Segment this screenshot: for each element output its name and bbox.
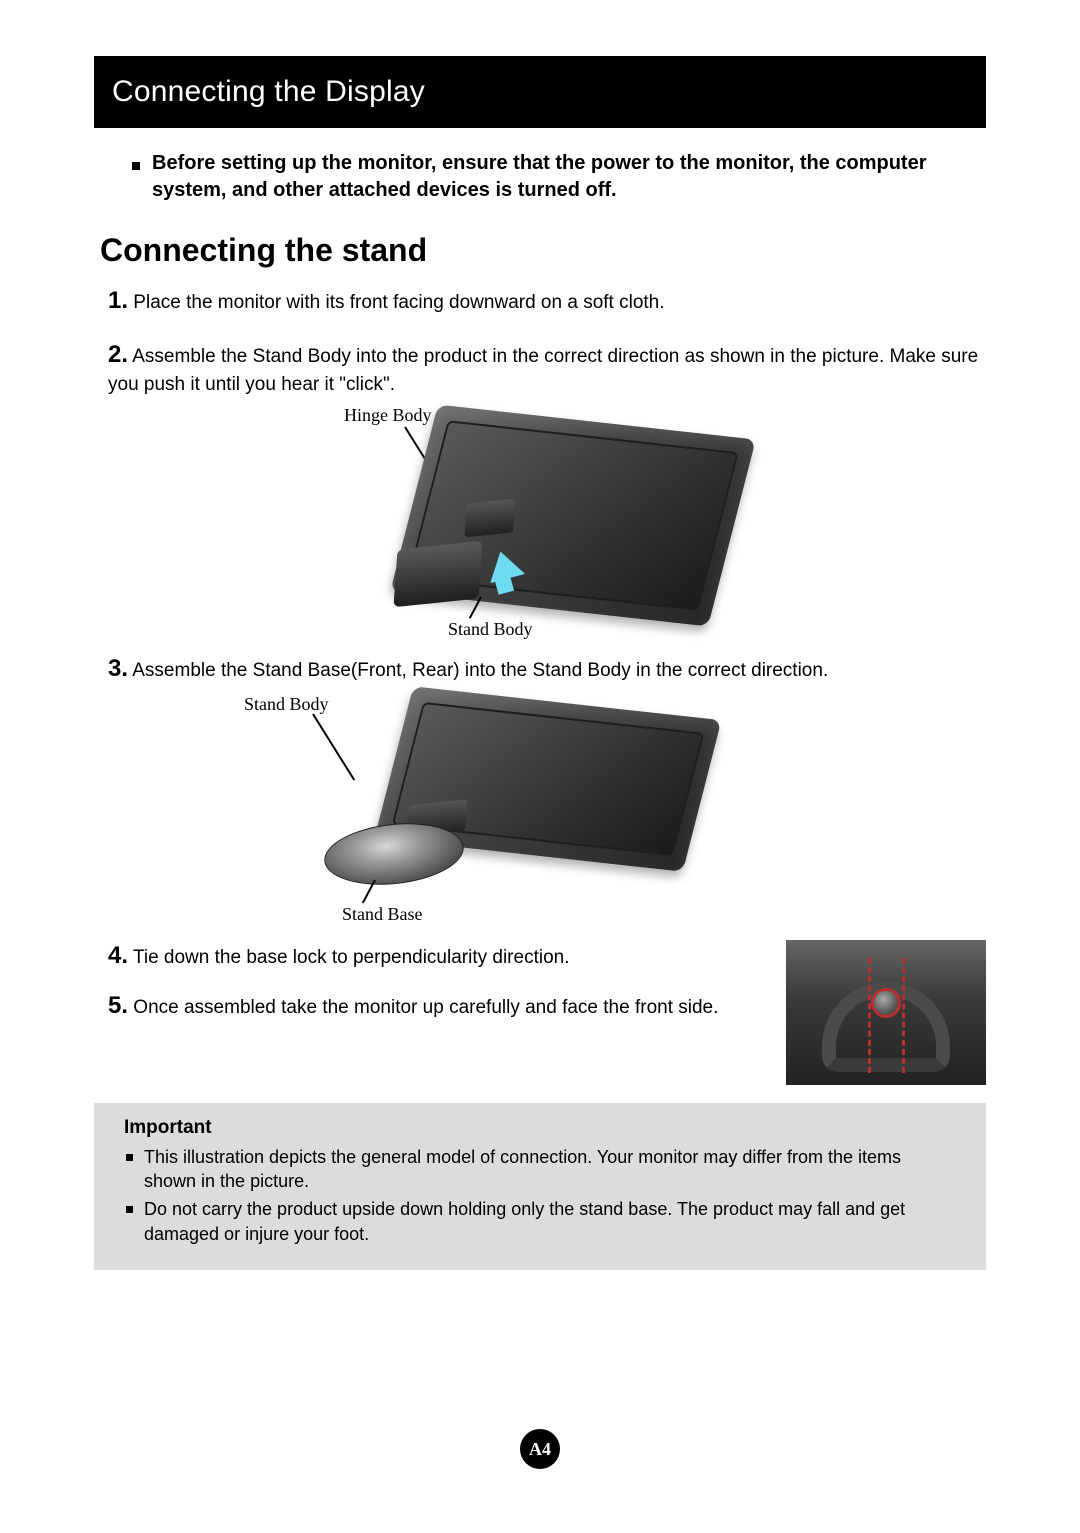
page-number-badge: A4: [520, 1429, 560, 1469]
step-number: 4.: [108, 942, 128, 969]
figure-stand-body: Hinge Body Stand Body: [248, 405, 808, 635]
important-item: Do not carry the product upside down hol…: [124, 1197, 956, 1246]
important-item: This illustration depicts the general mo…: [124, 1145, 956, 1194]
step-number: 1.: [108, 287, 128, 314]
steps-4-5-row: 4. Tie down the base lock to perpendicul…: [108, 940, 986, 1085]
step-number: 3.: [108, 655, 128, 682]
dashed-guide-line: [902, 958, 905, 1073]
figure-base-lock: [786, 940, 986, 1085]
bullet-icon: [132, 162, 140, 170]
page-content: Before setting up the monitor, ensure th…: [94, 128, 986, 1270]
step-number: 5.: [108, 992, 128, 1019]
callout-stand-base: Stand Base: [342, 904, 423, 925]
step-2: 2. Assemble the Stand Body into the prod…: [108, 339, 986, 397]
step-text: Assemble the Stand Body into the product…: [108, 346, 978, 394]
step-4: 4. Tie down the base lock to perpendicul…: [108, 940, 768, 972]
callout-line: [312, 713, 355, 780]
bullet-icon: [126, 1154, 133, 1161]
lock-center-circle: [871, 988, 901, 1018]
important-text: This illustration depicts the general mo…: [144, 1147, 901, 1191]
figure-stand-base: Stand Body Stand Base: [218, 694, 808, 924]
page-number: A4: [529, 1439, 551, 1460]
step-text: Once assembled take the monitor up caref…: [133, 997, 718, 1018]
step-1: 1. Place the monitor with its front faci…: [108, 285, 986, 317]
step-text: Tie down the base lock to perpendiculari…: [133, 947, 570, 968]
callout-stand-body: Stand Body: [448, 619, 533, 640]
warning-note: Before setting up the monitor, ensure th…: [94, 150, 986, 204]
warning-text: Before setting up the monitor, ensure th…: [152, 152, 927, 201]
hinge-piece: [464, 499, 515, 538]
section-title: Connecting the stand: [100, 232, 986, 269]
important-text: Do not carry the product upside down hol…: [144, 1199, 905, 1243]
steps-4-5-text: 4. Tie down the base lock to perpendicul…: [108, 940, 768, 1045]
important-title: Important: [124, 1117, 956, 1139]
step-text: Assemble the Stand Base(Front, Rear) int…: [132, 660, 828, 681]
callout-stand-body-2: Stand Body: [244, 694, 329, 715]
step-3: 3. Assemble the Stand Base(Front, Rear) …: [108, 653, 986, 685]
header-title: Connecting the Display: [112, 75, 425, 109]
steps-list: 1. Place the monitor with its front faci…: [94, 285, 986, 924]
bullet-icon: [126, 1206, 133, 1213]
step-number: 2.: [108, 341, 128, 368]
callout-hinge-body: Hinge Body: [344, 405, 432, 426]
stand-body-piece: [393, 541, 482, 607]
step-text: Place the monitor with its front facing …: [133, 292, 664, 313]
page-header: Connecting the Display: [94, 56, 986, 128]
important-note-box: Important This illustration depicts the …: [94, 1103, 986, 1270]
step-5: 5. Once assembled take the monitor up ca…: [108, 990, 768, 1022]
dashed-guide-line: [868, 958, 871, 1073]
